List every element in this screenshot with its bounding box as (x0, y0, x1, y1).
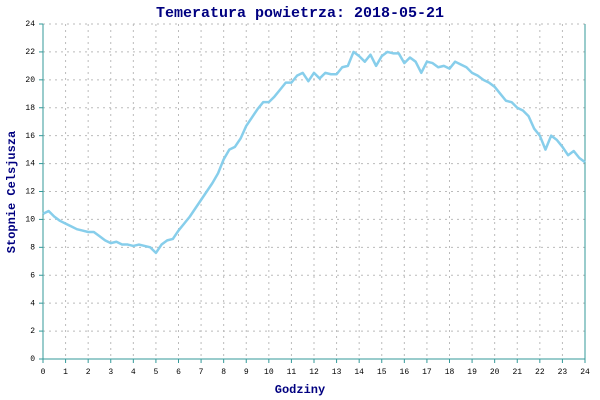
line (42, 50, 586, 255)
y-tick-label: 22 (25, 48, 35, 57)
y-tick-label: 8 (30, 243, 35, 252)
y-tick-label: 0 (30, 355, 35, 364)
x-tick-label: 9 (244, 368, 249, 377)
x-tick-label: 16 (400, 368, 410, 377)
y-tick-label: 16 (25, 132, 35, 141)
x-tick-label: 20 (490, 368, 500, 377)
x-tick-label: 12 (309, 368, 319, 377)
x-tick-label: 0 (41, 368, 46, 377)
x-tick-label: 6 (176, 368, 181, 377)
x-tick-label: 7 (199, 368, 204, 377)
x-tick-label: 18 (445, 368, 455, 377)
x-tick-label: 10 (264, 368, 274, 377)
chart-title: Temeratura powietrza: 2018-05-21 (156, 5, 444, 22)
y-tick-label: 10 (25, 216, 35, 225)
y-tick-label: 4 (30, 299, 35, 308)
x-tick-label: 4 (131, 368, 136, 377)
x-tick-label: 8 (221, 368, 226, 377)
y-tick-label: 6 (30, 271, 35, 280)
x-tick-label: 2 (86, 368, 91, 377)
x-tick-label: 1 (63, 368, 68, 377)
x-tick-label: 3 (108, 368, 113, 377)
x-tick-label: 5 (154, 368, 159, 377)
x-tick-label: 15 (377, 368, 387, 377)
y-axis-label: Stopnie Celsjusza (5, 131, 19, 253)
y-tick-label: 14 (25, 160, 35, 169)
x-tick-label: 11 (287, 368, 297, 377)
x-tick-label: 23 (558, 368, 568, 377)
y-tick-label: 20 (25, 76, 35, 85)
x-tick-label: 14 (354, 368, 364, 377)
y-tick-label: 18 (25, 104, 35, 113)
x-tick-label: 22 (535, 368, 545, 377)
y-tick-label: 2 (30, 327, 35, 336)
x-tick-label: 21 (512, 368, 522, 377)
x-tick-label: 24 (580, 368, 590, 377)
y-tick-label: 12 (25, 188, 35, 197)
x-tick-label: 13 (332, 368, 342, 377)
x-tick-label: 19 (467, 368, 477, 377)
x-tick-label: 17 (422, 368, 432, 377)
x-axis-label: Godziny (275, 383, 325, 397)
y-tick-label: 24 (25, 20, 35, 29)
